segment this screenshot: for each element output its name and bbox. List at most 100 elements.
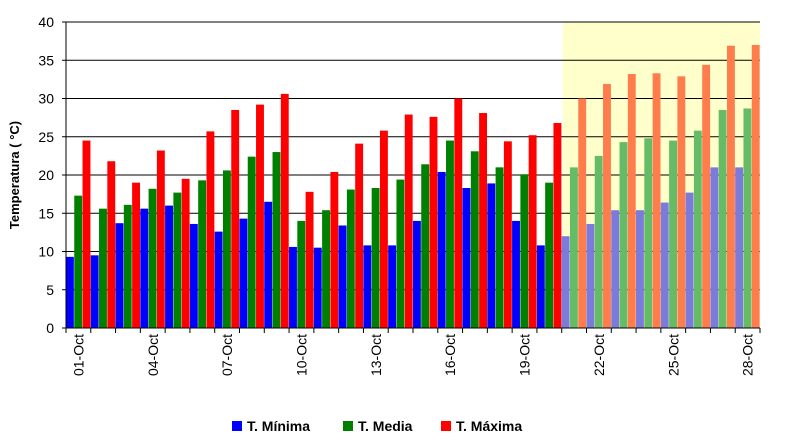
bar-t-media — [520, 174, 529, 328]
bar-t-media — [594, 155, 603, 328]
axes — [62, 21, 761, 333]
bar-t-media — [470, 151, 479, 328]
bar-t-media — [693, 130, 702, 328]
bar-t-m-nima — [289, 246, 297, 328]
bar-t-m-xima — [156, 150, 165, 328]
x-tick-labels: 01-Oct 04-Oct 07-Oct 10-Oct 13-Oct 16-Oct 19-O… — [70, 334, 755, 376]
y-tick-label: 10 — [38, 244, 54, 260]
bar-t-media — [371, 188, 380, 328]
bar-t-m-nima — [512, 220, 520, 328]
x-tick-label: 04-Oct — [145, 334, 161, 376]
bar-t-m-xima — [429, 116, 438, 328]
x-tick-label: 07-Oct — [219, 334, 235, 376]
bar-t-m-nima — [735, 167, 744, 328]
x-tick-label: 16-Oct — [442, 334, 458, 376]
bar-t-m-xima — [528, 135, 537, 328]
y-tick-label: 20 — [38, 167, 54, 183]
bar-t-m-nima — [462, 188, 471, 328]
bar-t-m-xima — [404, 114, 413, 328]
bar-t-m-xima — [107, 161, 116, 328]
bar-t-media — [545, 182, 554, 328]
legend-label: T. Mínima — [247, 418, 310, 434]
bar-t-m-nima — [214, 231, 223, 328]
bar-t-m-xima — [479, 113, 488, 328]
bar-t-media — [396, 179, 405, 328]
x-tick-label: 25-Oct — [665, 334, 681, 376]
bar-t-m-nima — [660, 202, 669, 328]
bar-t-m-nima — [636, 210, 644, 328]
y-tick-label: 35 — [38, 52, 54, 68]
bar-t-media — [272, 152, 281, 328]
bar-t-m-nima — [140, 208, 149, 328]
bar-t-m-xima — [603, 83, 611, 328]
bar-t-m-nima — [437, 171, 446, 328]
y-axis-title: Temperatura ( °C) — [7, 121, 22, 229]
bar-t-m-xima — [305, 191, 314, 328]
bar-t-m-xima — [355, 143, 364, 328]
legend: T. Mínima T. Media T. Máxima — [232, 418, 522, 434]
bar-t-m-nima — [115, 223, 124, 328]
bar-t-m-nima — [611, 210, 620, 328]
y-tick-label: 25 — [38, 129, 54, 145]
bar-t-m-nima — [685, 192, 694, 328]
bar-t-m-nima — [189, 223, 198, 328]
bar-t-m-xima — [181, 178, 190, 328]
bar-t-m-nima — [710, 167, 719, 328]
bar-t-m-xima — [677, 76, 686, 328]
bar-t-m-nima — [65, 256, 74, 328]
bar-t-media — [446, 140, 454, 328]
bar-t-media — [421, 164, 430, 328]
bar-t-m-xima — [751, 44, 760, 328]
y-tick-label: 40 — [38, 14, 54, 30]
legend-swatch — [232, 421, 242, 431]
bar-t-media — [644, 138, 653, 328]
bar-t-m-xima — [553, 122, 562, 328]
bar-t-m-nima — [388, 245, 397, 328]
bar-t-m-nima — [412, 220, 421, 328]
bar-t-m-xima — [379, 130, 388, 328]
bar-t-m-xima — [726, 45, 735, 329]
bar-t-media — [619, 142, 628, 328]
bar-t-m-nima — [363, 245, 372, 328]
bar-t-media — [173, 192, 182, 328]
bar-t-m-xima — [702, 64, 711, 328]
x-tick-label: 22-Oct — [591, 334, 607, 376]
bar-t-m-xima — [652, 73, 661, 328]
y-tick-labels: 0 5 10 15 20 25 30 35 40 — [38, 14, 54, 336]
bar-t-m-nima — [90, 255, 99, 328]
y-tick-label: 5 — [46, 282, 54, 298]
x-tick-label: 19-Oct — [517, 334, 533, 376]
x-tick-label: 01-Oct — [70, 334, 86, 376]
bar-t-media — [99, 208, 107, 328]
x-tick-label: 10-Oct — [293, 334, 309, 376]
bar-t-m-nima — [264, 201, 273, 328]
bar-t-m-xima — [132, 182, 141, 328]
bar-t-m-xima — [578, 98, 587, 328]
bar-t-media — [148, 188, 157, 328]
bar-t-m-nima — [536, 245, 545, 328]
bar-t-m-xima — [454, 98, 463, 328]
bar-t-media — [74, 195, 83, 328]
bar-t-m-xima — [256, 104, 264, 329]
bar-t-m-xima — [627, 74, 636, 329]
legend-swatch — [343, 421, 353, 431]
legend-label: T. Media — [358, 418, 413, 434]
bar-t-media — [322, 210, 330, 328]
bar-t-m-nima — [165, 205, 173, 328]
bar-t-m-nima — [239, 218, 248, 328]
bar-t-m-nima — [586, 223, 595, 328]
bar-t-m-nima — [561, 236, 570, 328]
bar-t-media — [669, 140, 677, 328]
bar-t-m-nima — [313, 247, 322, 328]
legend-label: T. Máxima — [456, 418, 522, 434]
bar-t-m-xima — [503, 141, 512, 328]
bar-t-media — [346, 189, 355, 328]
bar-t-media — [718, 109, 727, 328]
bar-t-media — [247, 156, 256, 328]
bar-t-m-xima — [280, 93, 289, 328]
bar-t-m-xima — [206, 131, 215, 328]
bar-t-m-xima — [330, 171, 339, 328]
bar-t-media — [569, 167, 578, 328]
x-tick-label: 28-Oct — [740, 334, 756, 376]
